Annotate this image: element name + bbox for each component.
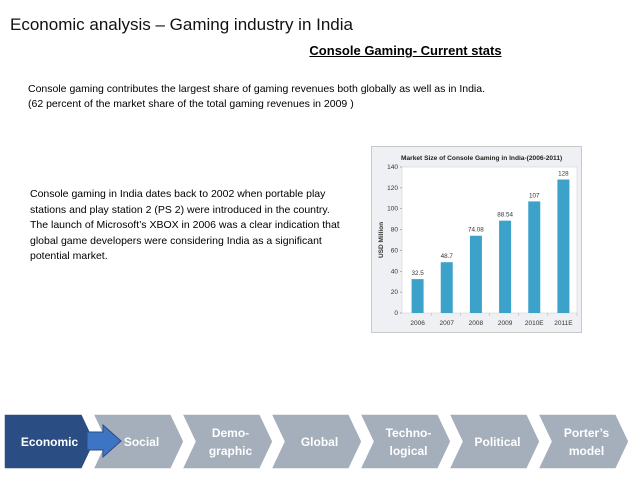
chart-plot-area xyxy=(401,166,578,314)
bar-value-label: 48.7 xyxy=(441,253,454,260)
bar-2008 xyxy=(469,235,482,313)
x-tick-label: 2009 xyxy=(498,320,513,327)
chevron-shape xyxy=(449,414,540,469)
chart-svg: Market Size of Console Gaming in India-(… xyxy=(378,155,578,327)
nav-political-button[interactable]: Political xyxy=(449,414,540,469)
y-axis-label: USD Million xyxy=(378,222,385,258)
nav-technological-label: Techno- logical xyxy=(385,425,432,458)
nav-global-label: Global xyxy=(300,434,339,449)
y-tick-label: 20 xyxy=(391,289,399,296)
chart-title: Market Size of Console Gaming in India-(… xyxy=(401,155,562,162)
chevron-shape xyxy=(538,414,629,469)
y-tick-label: 100 xyxy=(387,206,398,213)
y-tick-label: 0 xyxy=(394,310,398,317)
intro-line-2: (62 percent of the market share of the t… xyxy=(28,98,354,110)
intro-paragraph: Console gaming contributes the largest s… xyxy=(28,82,568,112)
x-tick-label: 2010E xyxy=(525,320,544,327)
y-tick-label: 60 xyxy=(391,247,399,254)
nav-demographic-button[interactable]: Demo- graphic xyxy=(182,414,273,469)
x-tick-label: 2006 xyxy=(410,320,425,327)
chevron-shape xyxy=(271,414,362,469)
bar-value-label: 128 xyxy=(558,171,569,178)
chevron-shape xyxy=(182,414,273,469)
nav-political-label: Political xyxy=(474,434,521,449)
nav-economic-label: Economic xyxy=(20,434,79,449)
nav-social-label: Social xyxy=(123,434,160,449)
bar-value-label: 107 xyxy=(529,192,540,199)
x-tick-label: 2011E xyxy=(554,320,573,327)
bar-value-label: 32.5 xyxy=(411,270,424,277)
chevron-shape xyxy=(360,414,451,469)
y-tick-label: 140 xyxy=(387,164,398,171)
bar-2010E xyxy=(528,201,541,313)
y-tick-label: 40 xyxy=(391,268,399,275)
bar-value-label: 74.08 xyxy=(468,227,484,234)
nav-global-button[interactable]: Global xyxy=(271,414,362,469)
bar-2009 xyxy=(499,220,512,313)
page-title: Economic analysis – Gaming industry in I… xyxy=(10,15,353,34)
bar-2011E xyxy=(557,179,570,313)
x-tick-label: 2008 xyxy=(469,320,484,327)
y-tick-label: 120 xyxy=(387,185,398,192)
nav-technological-button[interactable]: Techno- logical xyxy=(360,414,451,469)
nav-porters-model-button[interactable]: Porter’s model xyxy=(538,414,629,469)
section-subtitle: Console Gaming- Current stats xyxy=(309,43,502,58)
intro-line-1: Console gaming contributes the largest s… xyxy=(28,83,486,95)
y-tick-label: 80 xyxy=(391,227,399,234)
bar-value-label: 88.54 xyxy=(497,212,513,219)
market-size-chart: Market Size of Console Gaming in India-(… xyxy=(371,146,582,333)
bar-2007 xyxy=(440,262,453,313)
nav-demographic-label: Demo- graphic xyxy=(208,425,253,458)
chevron-shape xyxy=(4,414,95,469)
nav-porters-model-label: Porter’s model xyxy=(563,425,610,458)
nav-economic-button[interactable]: Economic xyxy=(4,414,95,469)
analysis-nav: Economic Social Demo- graphic Global Techno-… xyxy=(0,414,638,469)
active-pointer-arrow-icon xyxy=(86,423,125,464)
bar-2006 xyxy=(411,279,424,313)
history-paragraph: Console gaming in India dates back to 20… xyxy=(30,188,340,262)
x-tick-label: 2007 xyxy=(440,320,455,327)
